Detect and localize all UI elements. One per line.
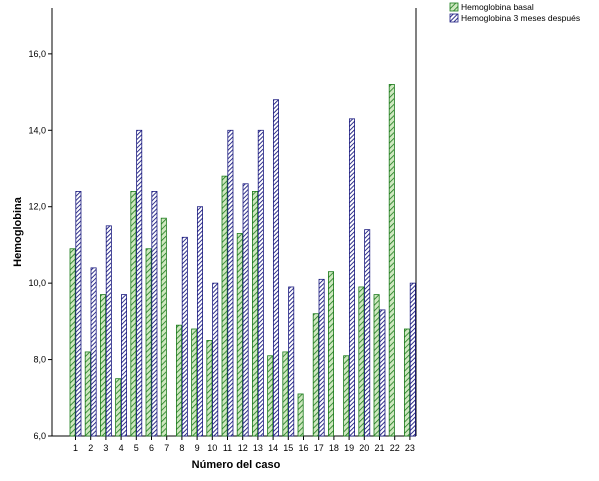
x-tick-label: 21: [374, 443, 384, 453]
y-axis-ticks: 6,0 8,0 10,0 12,0 14,0 16,0: [28, 49, 52, 441]
x-axis-title: Número del caso: [192, 459, 281, 471]
legend-label-3-meses: Hemoglobina 3 meses después: [461, 13, 580, 23]
bar-hemoglobina-basal: [282, 351, 289, 437]
bar-hemoglobina-3-meses: [379, 309, 386, 437]
x-tick-label: 1: [73, 443, 78, 453]
x-tick-label: 13: [253, 443, 263, 453]
bar-hemoglobina-3-meses: [272, 99, 279, 437]
x-tick-label: 20: [359, 443, 369, 453]
y-tick-label: 14,0: [28, 125, 46, 135]
bar-hemoglobina-3-meses: [257, 129, 264, 437]
bar-hemoglobina-basal: [327, 271, 334, 437]
bar-hemoglobina-basal: [358, 286, 365, 437]
bar-hemoglobina-3-meses: [90, 267, 97, 437]
bar-hemoglobina-basal: [221, 175, 228, 437]
bar-hemoglobina-3-meses: [348, 118, 355, 437]
bar-hemoglobina-basal: [84, 351, 91, 437]
bar-hemoglobina-3-meses: [75, 191, 82, 437]
bar-hemoglobina-basal: [388, 84, 395, 437]
x-tick-label: 15: [283, 443, 293, 453]
bar-hemoglobina-basal: [100, 294, 107, 437]
x-tick-label: 19: [344, 443, 354, 453]
bar-hemoglobina-3-meses: [136, 129, 143, 437]
bar-hemoglobina-basal: [251, 191, 258, 437]
bar-hemoglobina-basal: [403, 328, 410, 437]
bar-hemoglobina-basal: [297, 393, 304, 437]
legend-swatch-3-meses: [449, 13, 459, 23]
y-tick-label: 10,0: [28, 278, 46, 288]
x-tick-label: 12: [238, 443, 248, 453]
x-tick-label: 9: [195, 443, 200, 453]
x-tick-label: 8: [179, 443, 184, 453]
y-tick-label: 16,0: [28, 49, 46, 59]
x-tick-label: 5: [134, 443, 139, 453]
x-axis-ticks: 1 2 3 4 5 6 7 8 9 10 11 12 13 14 15 16 17 18 19 20 21 22 23: [73, 436, 415, 453]
legend: Hemoglobina basal Hemoglobina 3 meses de…: [449, 2, 580, 23]
bar-hemoglobina-3-meses: [318, 278, 325, 437]
bar-hemoglobina-3-meses: [121, 294, 128, 437]
legend-swatch-basal: [449, 2, 459, 12]
bar-hemoglobina-basal: [175, 324, 182, 437]
plot-area: [51, 8, 417, 437]
bar-hemoglobina-3-meses: [105, 225, 112, 437]
bar-hemoglobina-basal: [236, 233, 243, 437]
bar-hemoglobina-basal: [312, 313, 319, 437]
x-tick-label: 16: [298, 443, 308, 453]
bars: [69, 84, 416, 437]
bar-hemoglobina-basal: [373, 294, 380, 437]
bar-hemoglobina-basal: [160, 217, 167, 437]
bar-hemoglobina-3-meses: [227, 129, 234, 437]
bar-hemoglobina-basal: [130, 191, 137, 437]
bar-hemoglobina-basal: [191, 328, 198, 437]
bar-hemoglobina-3-meses: [409, 282, 416, 437]
x-tick-label: 3: [103, 443, 108, 453]
y-tick-label: 12,0: [28, 202, 46, 212]
x-tick-label: 18: [329, 443, 339, 453]
x-tick-label: 4: [119, 443, 124, 453]
bar-hemoglobina-3-meses: [196, 206, 203, 437]
y-tick-label: 6,0: [33, 431, 46, 441]
x-tick-label: 17: [314, 443, 324, 453]
x-tick-label: 14: [268, 443, 278, 453]
bar-hemoglobina-basal: [145, 248, 152, 437]
bar-hemoglobina-3-meses: [151, 191, 158, 437]
x-tick-label: 2: [88, 443, 93, 453]
bar-hemoglobina-basal: [267, 355, 274, 437]
bar-hemoglobina-3-meses: [242, 183, 249, 437]
y-axis-title: Hemoglobina: [12, 196, 24, 267]
bar-hemoglobina-3-meses: [181, 236, 188, 437]
x-tick-label: 7: [164, 443, 169, 453]
x-tick-label: 10: [207, 443, 217, 453]
bar-hemoglobina-basal: [69, 248, 76, 437]
y-tick-label: 8,0: [33, 355, 46, 365]
bar-hemoglobina-3-meses: [288, 286, 295, 437]
bar-hemoglobina-3-meses: [212, 282, 219, 437]
x-tick-label: 6: [149, 443, 154, 453]
bar-hemoglobina-3-meses: [364, 229, 371, 437]
x-tick-label: 11: [223, 443, 232, 453]
x-tick-label: 22: [390, 443, 400, 453]
x-tick-label: 23: [405, 443, 415, 453]
bar-hemoglobina-basal: [115, 378, 122, 437]
legend-label-basal: Hemoglobina basal: [461, 2, 534, 12]
bar-hemoglobina-basal: [206, 340, 213, 437]
bar-hemoglobina-basal: [343, 355, 350, 437]
